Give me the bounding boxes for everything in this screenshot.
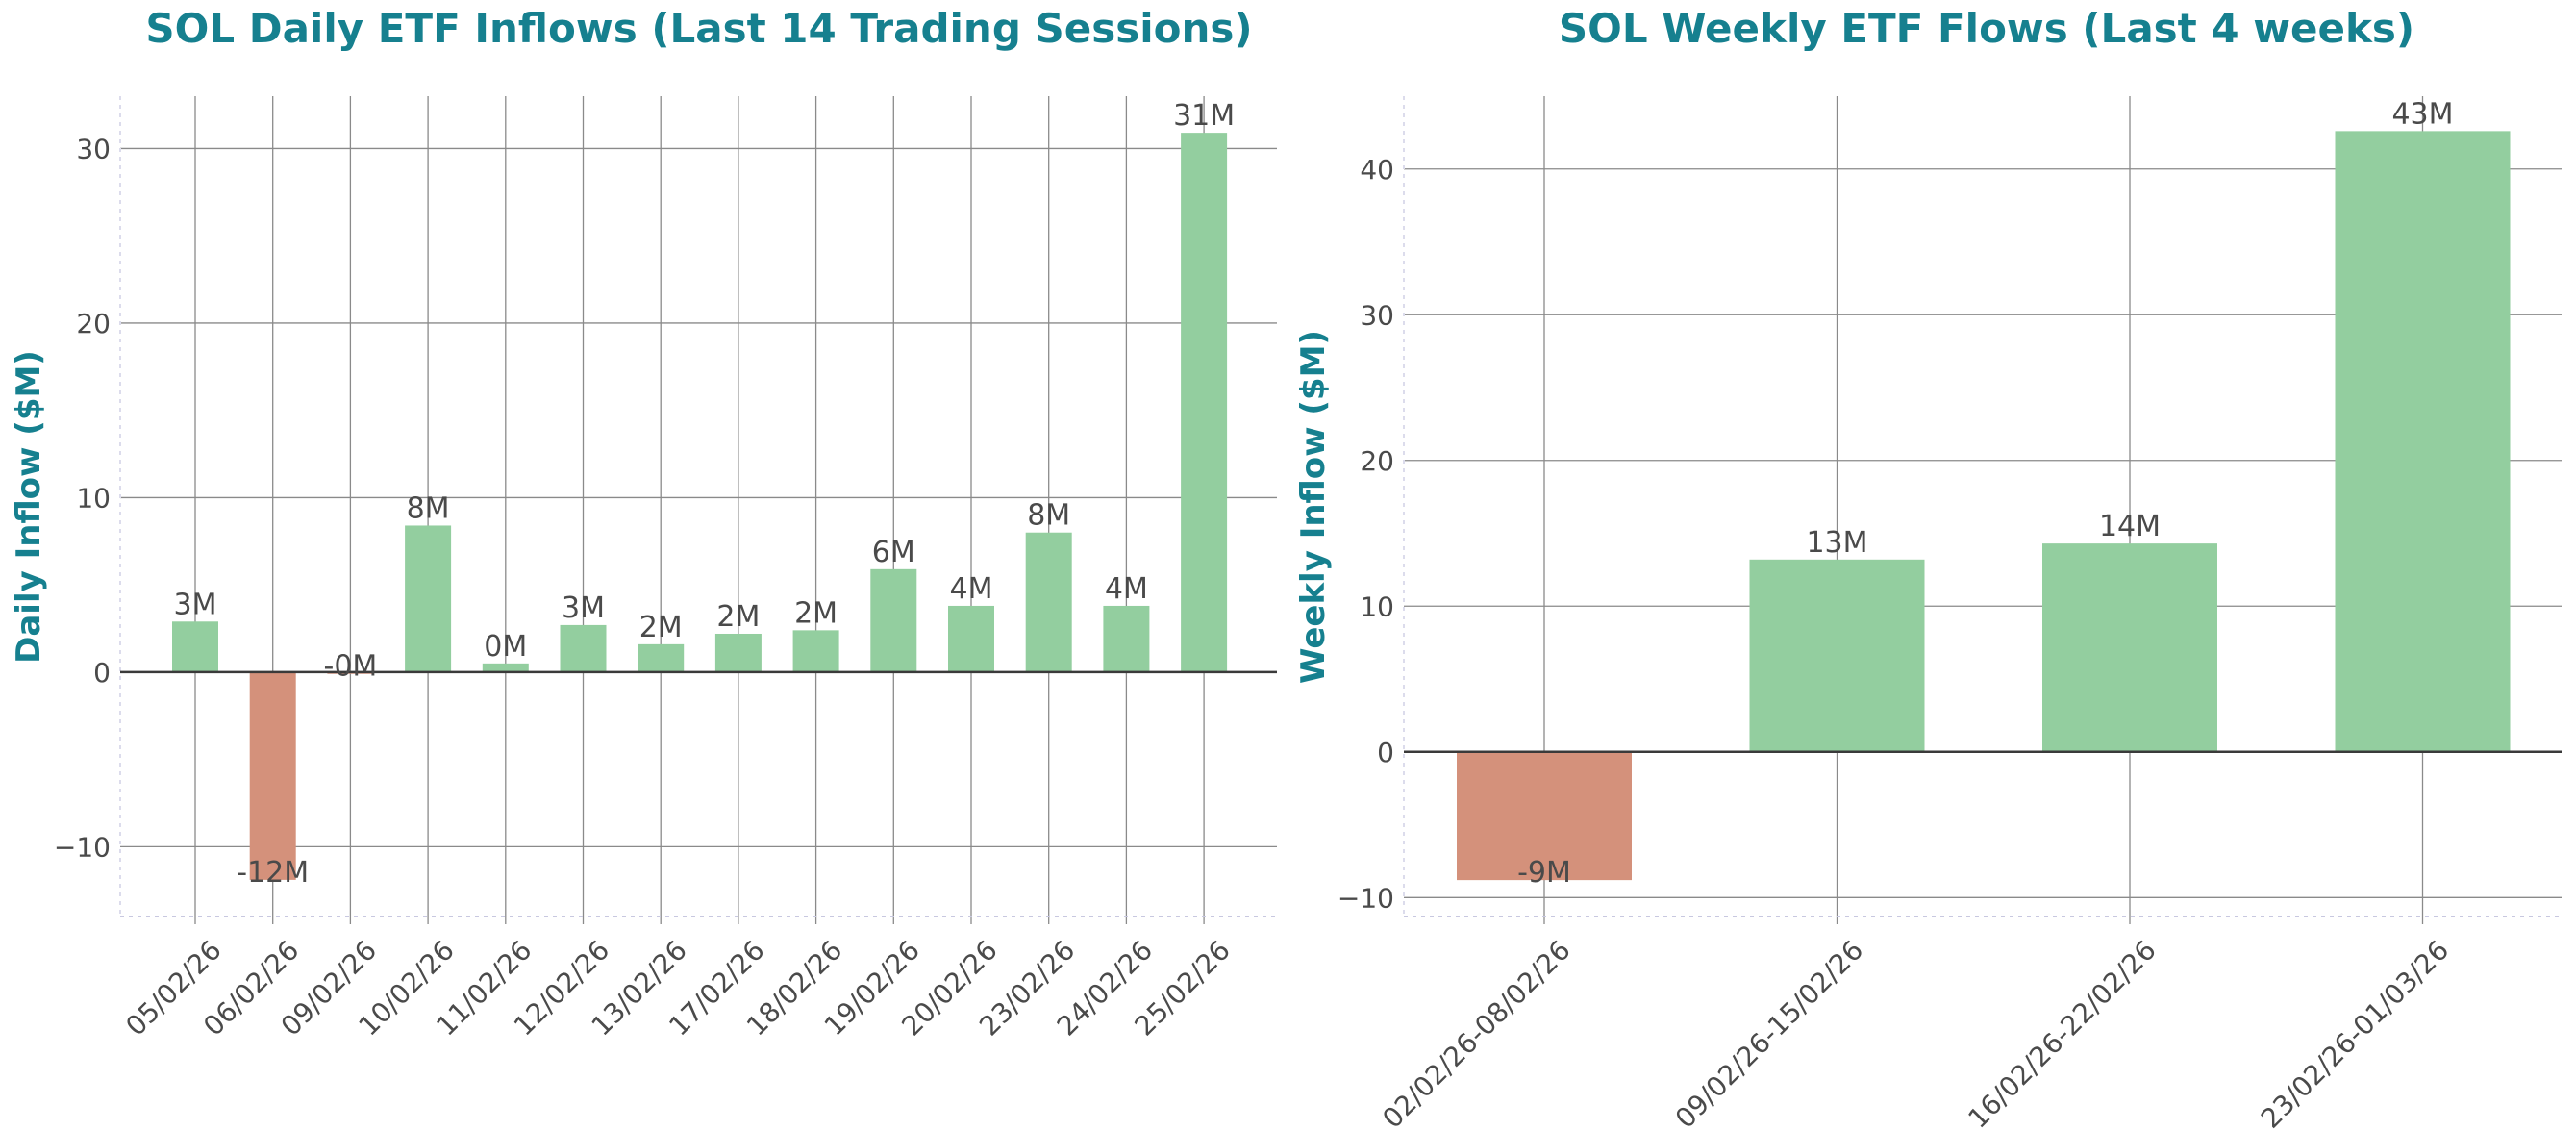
- daily-bar-value-label: 8M: [407, 491, 450, 525]
- daily-bar-value-label: 3M: [562, 591, 605, 625]
- daily-bar-value-label: -0M: [324, 650, 378, 684]
- weekly-bar: [2335, 131, 2511, 752]
- daily-bar-value-label: 3M: [174, 588, 217, 621]
- weekly-y-tick-label: 10: [1360, 591, 1394, 622]
- weekly-x-tick-label: 16/02/26-22/02/26: [1962, 934, 2162, 1131]
- daily-y-tick-label: 30: [76, 133, 111, 164]
- daily-bar: [870, 568, 917, 672]
- weekly-bar: [1457, 751, 1632, 881]
- weekly-bar: [2042, 543, 2217, 752]
- weekly-bar-value-label: 13M: [1806, 526, 1867, 560]
- weekly-bar-value-label: 14M: [2099, 510, 2161, 543]
- daily-bar: [172, 621, 218, 672]
- weekly-x-tick-label: 23/02/26-01/03/26: [2255, 934, 2455, 1131]
- daily-bar: [1103, 605, 1150, 672]
- daily-bar: [482, 663, 529, 672]
- daily-bar: [792, 630, 839, 672]
- daily-bar: [560, 624, 607, 672]
- daily-y-tick-label: 0: [93, 657, 111, 689]
- daily-bar-value-label: 2M: [639, 611, 683, 644]
- daily-y-tick-label: −10: [54, 831, 111, 863]
- daily-bar: [714, 633, 762, 672]
- weekly-bar-value-label: -9M: [1517, 856, 1571, 890]
- weekly-x-tick-label: 02/02/26-08/02/26: [1376, 934, 1576, 1131]
- weekly-y-tick-label: 0: [1377, 737, 1394, 768]
- daily-y-tick-label: 20: [76, 308, 111, 339]
- daily-bar: [638, 643, 685, 672]
- daily-bar-value-label: 31M: [1173, 99, 1235, 133]
- weekly-chart-title: SOL Weekly ETF Flows (Last 4 weeks): [1558, 5, 2415, 52]
- daily-bar-value-label: 4M: [1105, 572, 1148, 606]
- weekly-bar: [1749, 559, 1925, 752]
- daily-bar-value-label: 6M: [872, 536, 915, 569]
- daily-bar: [405, 525, 452, 672]
- daily-chart-title: SOL Daily ETF Inflows (Last 14 Trading S…: [145, 5, 1253, 52]
- weekly-y-tick-label: −10: [1338, 882, 1394, 914]
- daily-y-tick-label: 10: [76, 482, 111, 514]
- daily-bar: [1181, 133, 1228, 672]
- daily-bar-value-label: 2M: [716, 600, 760, 634]
- weekly-y-tick-label: 40: [1360, 154, 1394, 186]
- daily-bar-value-label: 0M: [484, 630, 527, 664]
- daily-bar-value-label: -12M: [237, 856, 309, 890]
- weekly-y-tick-label: 30: [1360, 299, 1394, 331]
- daily-bar: [249, 671, 296, 880]
- daily-bar-value-label: 4M: [950, 572, 993, 606]
- daily-bar: [1025, 532, 1072, 672]
- weekly-y-tick-label: 20: [1360, 445, 1394, 477]
- weekly-bar-value-label: 43M: [2391, 97, 2453, 131]
- daily-bar-value-label: 8M: [1027, 499, 1070, 533]
- weekly-x-tick-label: 09/02/26-15/02/26: [1669, 934, 1869, 1131]
- daily-bar: [948, 605, 994, 672]
- daily-bar-value-label: 2M: [794, 596, 838, 630]
